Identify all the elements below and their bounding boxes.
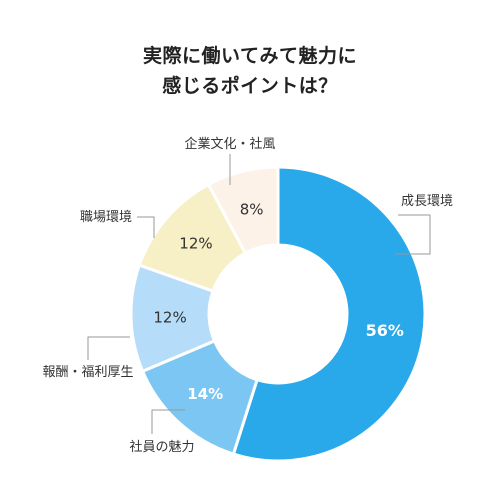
donut-slice-5 [206,165,280,256]
category-label-2: 社員の魅力 [129,439,194,455]
value-label-5: 8% [240,200,264,218]
donut-slice-1 [231,165,427,463]
value-label-2: 14% [187,385,223,403]
value-label-1: 56% [366,321,404,340]
chart-title-line-1: 実際に働いてみて魅力に [143,45,357,67]
leader-line-4 [137,216,155,238]
leader-line-1 [395,214,431,255]
chart-title-line-2: 感じるポイントは？ [162,75,338,97]
category-label-1: 成長環境 [401,194,453,209]
category-label-5: 企業文化・社風 [184,136,275,152]
category-label-4: 職場環境 [80,210,132,225]
value-label-3: 12% [153,308,186,326]
leader-line-2 [151,409,185,434]
value-label-4: 12% [179,235,212,253]
leader-line-3 [87,336,130,360]
category-label-3: 報酬・福利厚生 [42,365,133,380]
chart-title: 実際に働いてみて魅力に 感じるポイントは？ [0,41,500,101]
